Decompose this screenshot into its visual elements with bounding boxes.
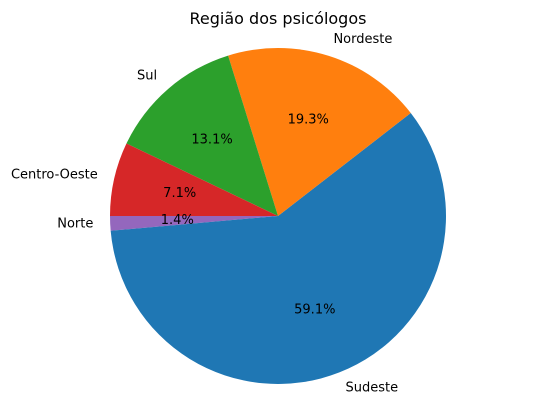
slice-percent-sudeste: 59.1% (294, 302, 335, 317)
slice-label-norte: Norte (57, 217, 93, 232)
slice-percent-sul: 13.1% (191, 132, 232, 147)
slice-label-sul: Sul (137, 69, 157, 84)
slice-label-nordeste: Nordeste (333, 32, 392, 47)
slice-percent-nordeste: 19.3% (288, 112, 329, 127)
slice-percent-centro-oeste: 7.1% (163, 186, 196, 201)
slice-label-centro-oeste: Centro-Oeste (11, 168, 98, 183)
slice-label-sudeste: Sudeste (345, 381, 398, 396)
chart-title: Região dos psicólogos (190, 9, 367, 28)
slice-percent-norte: 1.4% (161, 213, 194, 228)
